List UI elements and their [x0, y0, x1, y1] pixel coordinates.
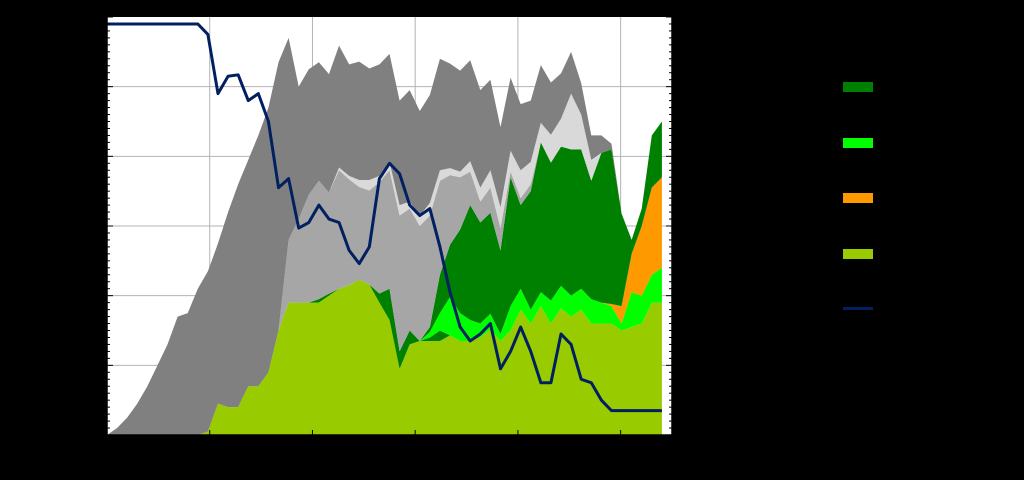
- area-series-dark-green: [107, 121, 662, 435]
- legend-swatch-bright-green: [843, 137, 873, 148]
- legend-swatch-navy-line: [843, 307, 873, 310]
- legend-swatch-orange: [843, 193, 873, 203]
- legend-item-navy-line: [843, 304, 1003, 360]
- legend-item-dark-green: [843, 82, 1003, 138]
- legend-swatch-dark-green: [843, 82, 873, 92]
- line-series-group: [107, 22, 662, 413]
- area-series-bright-green: [107, 267, 662, 435]
- axes: [106, 16, 673, 436]
- area-series-group: [107, 37, 662, 436]
- area-series-light-grey: [107, 93, 662, 435]
- legend-item-orange: [843, 193, 1003, 249]
- area-series-dark-green-low: [107, 279, 662, 435]
- area-series-medium-grey: [107, 121, 662, 435]
- legend-item-bright-green: [843, 137, 1003, 194]
- legend-item-light-green: [843, 248, 1003, 305]
- area-series-light-green: [107, 279, 662, 435]
- chart-legend: [843, 82, 1003, 360]
- area-series-dark-grey: [107, 37, 662, 436]
- legend-swatch-light-green: [843, 248, 873, 259]
- line-series-navy-line: [107, 22, 662, 413]
